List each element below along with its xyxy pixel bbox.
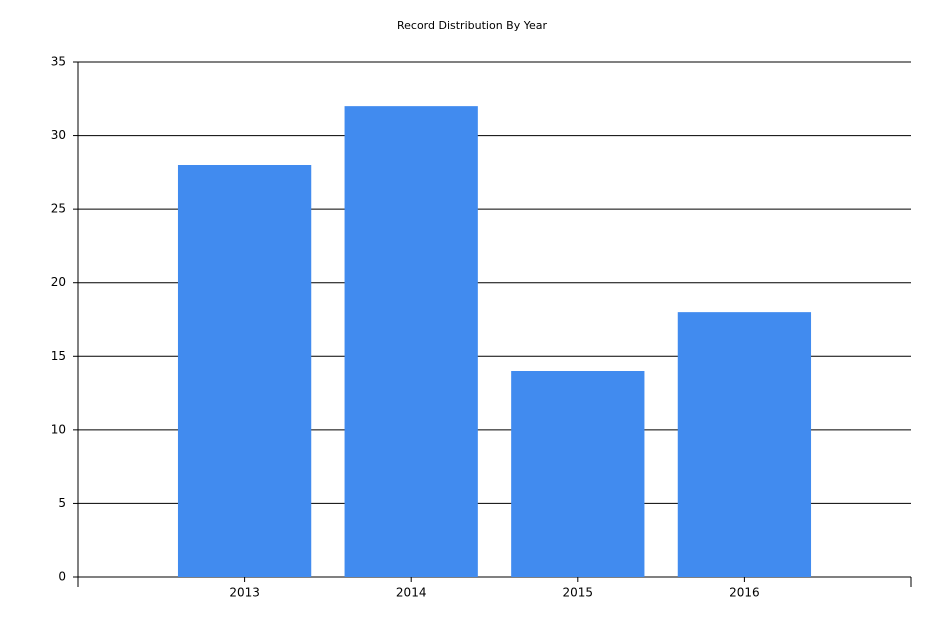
y-tick-label: 10 [51,422,66,436]
x-tick-label: 2014 [396,586,427,600]
bar [344,106,478,578]
y-tick-label: 30 [51,128,66,142]
bar [177,165,312,577]
y-tick-label: 15 [51,349,66,363]
chart-title: Record Distribution By Year [397,19,547,32]
bar [677,312,812,577]
x-tick-label: 2016 [729,586,760,600]
x-tick-label: 2013 [229,586,260,600]
y-tick-label: 20 [51,275,66,289]
y-tick-label: 5 [58,496,66,510]
x-tick-label: 2015 [563,586,594,600]
y-tick-label: 35 [51,55,66,69]
y-tick-label: 0 [58,570,66,584]
bar [511,371,645,577]
y-tick-label: 25 [51,202,66,216]
